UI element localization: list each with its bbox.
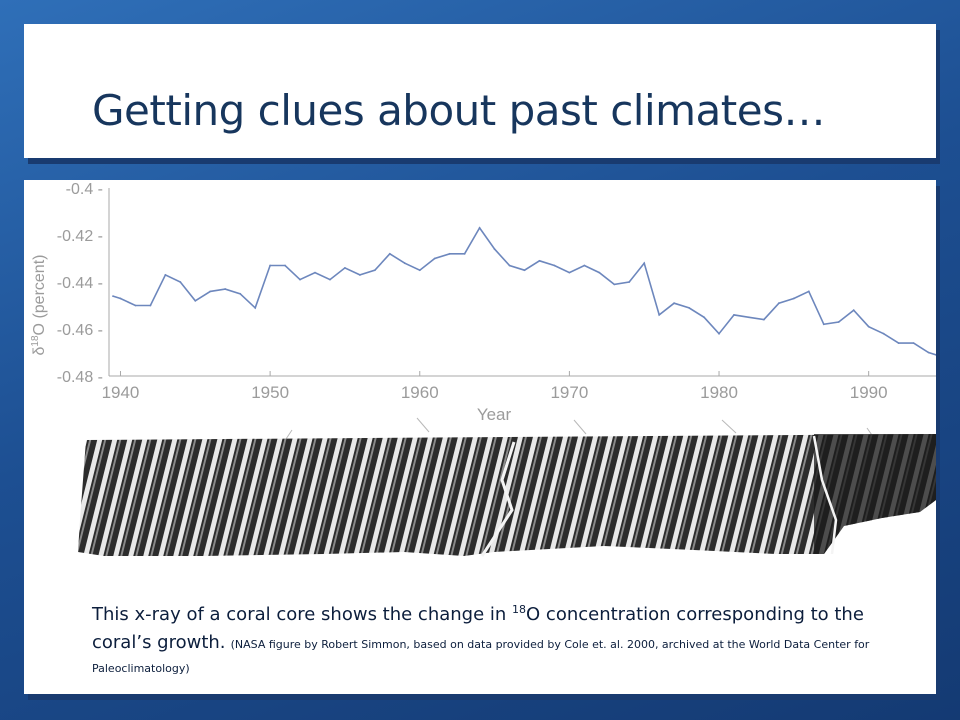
data-point [149, 304, 152, 307]
series-line [112, 226, 936, 356]
data-point [254, 306, 257, 309]
data-point [583, 264, 586, 267]
data-point [448, 252, 451, 255]
data-point [688, 306, 690, 309]
data-point [314, 271, 316, 274]
data-point [598, 271, 601, 274]
data-point [568, 271, 571, 274]
data-point [134, 304, 137, 307]
data-point [523, 269, 526, 272]
data-point [284, 264, 286, 267]
x-axis-label: Year [477, 405, 512, 424]
y-tick-label: -0.42 - [57, 228, 103, 245]
slide-title: Getting clues about past climates… [92, 86, 825, 135]
data-point [493, 248, 496, 250]
caption: This x-ray of a coral core shows the cha… [92, 596, 892, 679]
data-point [748, 316, 750, 319]
caption-credit: (NASA figure by Robert Simmon, based on … [92, 638, 870, 675]
data-point [658, 314, 661, 316]
data-point [733, 314, 735, 316]
coral-chart: -0.4 - -0.42 - -0.44 - -0.46 - -0.48 -1940 19… [30, 181, 936, 557]
data-point [433, 257, 436, 260]
data-point [329, 278, 331, 281]
data-point [837, 321, 840, 323]
data-point [852, 309, 855, 312]
title-panel: Getting clues about past climates… [24, 24, 936, 158]
data-point [299, 278, 301, 281]
y-axis-label: δ18O (percent) [30, 255, 48, 356]
year-connectors [283, 417, 875, 443]
chart-axes [108, 188, 936, 377]
coral-core-xray [78, 434, 936, 557]
data-point [897, 342, 900, 344]
data-point [119, 297, 122, 300]
x-tick-label: 1970 [550, 383, 588, 402]
data-point [508, 264, 511, 267]
chart-ticks: -0.4 - -0.42 - -0.44 - -0.46 - -0.48 -1940 19… [57, 181, 888, 402]
data-point [359, 274, 361, 276]
data-point [553, 264, 556, 267]
data-point [613, 283, 616, 286]
y-tick-label: -0.46 - [57, 322, 103, 339]
data-point [388, 252, 391, 255]
data-point [344, 267, 346, 269]
data-point [164, 274, 167, 276]
data-point [643, 262, 646, 265]
y-tick-label: -0.44 - [57, 275, 103, 292]
series-points [112, 227, 936, 356]
data-point [209, 290, 212, 293]
data-point [807, 290, 810, 293]
data-point [239, 292, 242, 295]
data-point [763, 318, 765, 321]
y-tick-label: -0.4 - [66, 181, 103, 198]
x-tick-label: 1950 [251, 383, 289, 402]
y-tick-label: -0.48 - [57, 369, 103, 386]
data-point [194, 299, 197, 302]
x-tick-label: 1980 [700, 383, 738, 402]
data-point [179, 281, 182, 283]
data-point [403, 262, 406, 265]
data-point [112, 295, 114, 297]
data-point [822, 323, 825, 326]
data-point [867, 325, 870, 328]
data-point [673, 302, 676, 305]
data-point [538, 259, 541, 262]
data-point [703, 316, 705, 319]
data-point [927, 351, 930, 354]
data-point [912, 342, 915, 344]
data-point [269, 264, 272, 267]
data-point [777, 302, 780, 305]
data-point [463, 252, 466, 255]
data-point [224, 288, 227, 290]
x-tick-label: 1940 [102, 383, 140, 402]
data-point [373, 269, 376, 272]
data-point [882, 332, 885, 335]
data-point [418, 269, 421, 272]
data-point [718, 332, 720, 335]
data-point [935, 353, 936, 356]
x-tick-label: 1990 [850, 383, 888, 402]
data-point [628, 281, 631, 283]
x-tick-label: 1960 [401, 383, 439, 402]
data-point [478, 227, 481, 229]
content-panel: -0.4 - -0.42 - -0.44 - -0.46 - -0.48 -1940 19… [24, 180, 936, 694]
data-point [792, 297, 795, 300]
caption-text: This x-ray of a coral core shows the cha… [92, 603, 864, 653]
